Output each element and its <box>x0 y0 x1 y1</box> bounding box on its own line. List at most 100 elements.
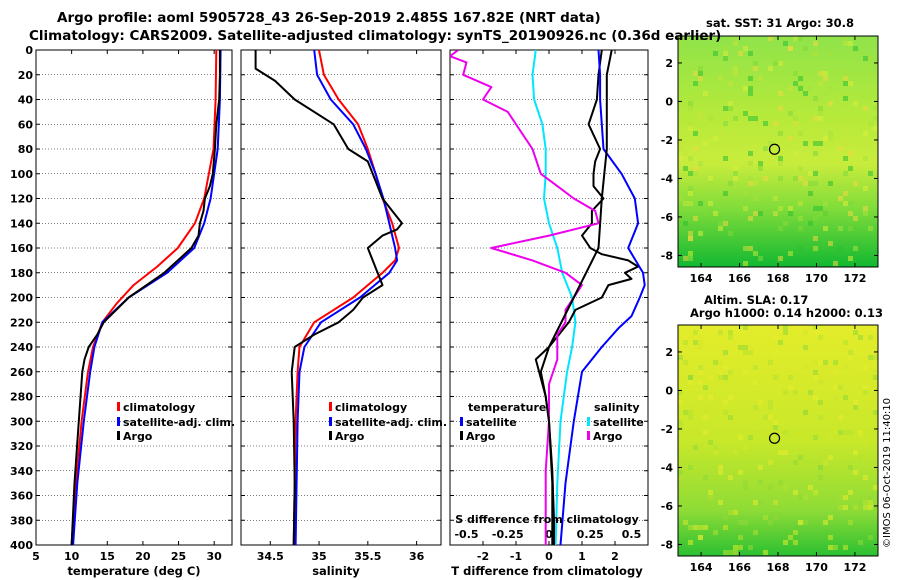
map-cell <box>798 166 803 171</box>
map-cell <box>848 151 853 156</box>
map-x-tick-label: 168 <box>767 561 790 574</box>
map-cell <box>693 216 698 221</box>
map-cell <box>803 345 808 350</box>
x-tick-label: 10 <box>64 550 80 563</box>
map-cell <box>813 236 818 241</box>
map-cell <box>733 71 738 76</box>
map-cell <box>778 480 783 485</box>
map-cell <box>758 390 763 395</box>
series-line-t-argo <box>534 50 640 545</box>
map-cell <box>748 246 753 251</box>
series-line-satellite-adj-clim- <box>294 50 399 545</box>
map-cell <box>863 206 868 211</box>
map-cell <box>753 405 758 410</box>
map-cell <box>688 380 693 385</box>
map-cell <box>708 440 713 445</box>
x-tick-label: 20 <box>135 550 151 563</box>
map-cell <box>813 435 818 440</box>
map-cell <box>778 91 783 96</box>
series-line-climatology <box>70 50 218 545</box>
map-cell <box>723 106 728 111</box>
map-cell <box>743 480 748 485</box>
legend-heading-salinity: salinity <box>594 401 640 414</box>
map-cell <box>688 465 693 470</box>
map-cell <box>728 370 733 375</box>
map-cell <box>873 410 878 415</box>
map-cell <box>733 176 738 181</box>
map-cell <box>748 86 753 91</box>
map-cell <box>728 101 733 106</box>
map-cell <box>788 251 793 256</box>
map-cell <box>753 425 758 430</box>
legend-label-s-argo: Argo <box>593 430 623 443</box>
map-cell <box>868 500 873 505</box>
map-cell <box>853 246 858 251</box>
map-cell <box>693 445 698 450</box>
map-cell <box>728 475 733 480</box>
s-tick-label: 0.5 <box>622 528 642 541</box>
map-cell <box>848 226 853 231</box>
map-cell <box>713 186 718 191</box>
map-cell <box>688 525 693 530</box>
map-cell <box>838 415 843 420</box>
map-cell <box>743 86 748 91</box>
salinity-xlabel: salinity <box>312 564 360 578</box>
map-cell <box>838 430 843 435</box>
x-tick-label: -1 <box>510 550 522 563</box>
map-cell <box>753 365 758 370</box>
map-cell <box>708 116 713 121</box>
map-cell <box>693 146 698 151</box>
map-cell <box>678 390 683 395</box>
y-tick-label: 180 <box>10 267 33 280</box>
map-cell <box>718 370 723 375</box>
map-cell <box>688 405 693 410</box>
map-cell <box>818 206 823 211</box>
map-cell <box>853 101 858 106</box>
map-cell <box>678 355 683 360</box>
y-tick-label: 260 <box>10 366 33 379</box>
map-cell <box>848 465 853 470</box>
map-cell <box>873 106 878 111</box>
map-cell <box>773 121 778 126</box>
map-cell <box>843 545 848 550</box>
map-cell <box>778 256 783 261</box>
map-cell <box>758 500 763 505</box>
map-cell <box>793 81 798 86</box>
map-cell <box>688 251 693 256</box>
map-cell <box>678 420 683 425</box>
legend-label-argo: Argo <box>335 430 365 443</box>
map-x-tick-label: 164 <box>690 561 713 574</box>
map-cell <box>868 325 873 330</box>
map-cell <box>868 56 873 61</box>
map-cell <box>753 251 758 256</box>
sst-map: 164 166 168 170 172 2 0 -2 -4 -6 -8 <box>661 35 879 285</box>
map-cell <box>723 380 728 385</box>
map-cell <box>783 450 788 455</box>
map-cell <box>698 251 703 256</box>
map-cell <box>773 515 778 520</box>
map-cell <box>768 400 773 405</box>
map-cell <box>823 91 828 96</box>
argo-location-marker <box>768 432 781 444</box>
map-cell <box>843 76 848 81</box>
map-cell <box>843 430 848 435</box>
map-cell <box>803 91 808 96</box>
map-cell <box>863 475 868 480</box>
legend-label-t-argo: Argo <box>466 430 496 443</box>
map-cell <box>873 370 878 375</box>
map-y-tick-label: -6 <box>661 500 674 513</box>
temperature-axes <box>35 49 233 546</box>
map-cell <box>743 261 748 266</box>
map-cell <box>788 375 793 380</box>
map-cell <box>848 430 853 435</box>
map-cell <box>828 515 833 520</box>
map-cell <box>778 206 783 211</box>
map-cell <box>873 325 878 330</box>
map-cell <box>863 211 868 216</box>
map-cell <box>753 380 758 385</box>
map-cell <box>683 221 688 226</box>
map-cell <box>768 66 773 71</box>
map-cell <box>808 365 813 370</box>
map-cell <box>698 66 703 71</box>
map-cell <box>868 121 873 126</box>
